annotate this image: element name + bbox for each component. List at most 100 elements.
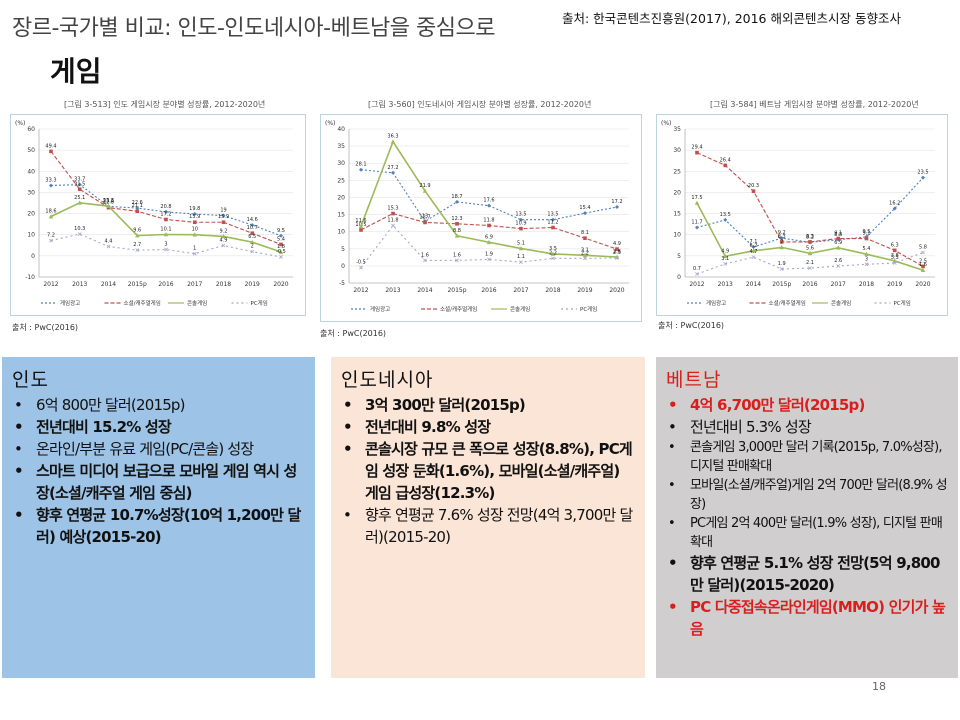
data-label: 1.6 — [421, 252, 429, 258]
data-point — [164, 209, 168, 214]
data-point — [135, 233, 140, 238]
x-tick-label: 2018 — [216, 281, 231, 288]
data-point — [695, 225, 699, 230]
list-item: 전년대비 15.2% 성장 — [12, 416, 305, 438]
data-point — [359, 167, 363, 172]
data-label: 11.6 — [355, 218, 366, 224]
data-point — [77, 182, 82, 187]
data-point — [455, 199, 459, 204]
data-label: 11.8 — [387, 218, 398, 224]
data-label: 8.1 — [581, 230, 589, 236]
y-tick-label: -10 — [25, 274, 35, 281]
data-point — [486, 239, 492, 245]
y-tick-label: 5 — [677, 253, 681, 260]
x-tick-label: 2017 — [187, 281, 202, 288]
data-point — [359, 228, 363, 232]
panel-title: 베트남 — [666, 369, 722, 391]
data-point — [892, 261, 897, 265]
data-point — [615, 256, 619, 260]
x-tick-label: 2019 — [887, 281, 902, 288]
data-label: 3.5 — [549, 246, 557, 252]
data-label: 17.2 — [611, 199, 622, 205]
legend-label: 콘솔게임 — [187, 299, 207, 307]
figure-source: 출처 : PwC(2016) — [658, 321, 725, 330]
data-label: 18.7 — [451, 194, 462, 200]
data-point — [808, 266, 812, 271]
data-point — [751, 189, 756, 193]
list-item: 4억 6,700만 달러(2015p) — [666, 394, 948, 416]
data-point — [921, 264, 925, 269]
data-point — [391, 170, 395, 175]
data-label: 1.9 — [778, 261, 786, 267]
data-label: 2.7 — [133, 242, 141, 248]
figure-source: 출처 : PwC(2016) — [320, 329, 387, 338]
y-tick-label: 20 — [27, 211, 35, 218]
panel-indonesia: 인도네시아 3억 300만 달러(2015p) 전년대비 9.8% 성장 콘솔시… — [331, 357, 645, 678]
x-tick-label: 2016 — [802, 281, 817, 288]
data-label: 19 — [220, 208, 226, 214]
data-point — [694, 200, 700, 205]
data-label: 4.9 — [220, 237, 228, 243]
data-label: 9.2 — [220, 228, 228, 234]
data-point — [358, 223, 364, 228]
y-tick-label: 30 — [27, 189, 35, 196]
data-point — [391, 211, 395, 216]
data-label: 12.3 — [451, 216, 462, 222]
data-label: 19.8 — [189, 206, 200, 212]
data-label: 23.5 — [103, 198, 114, 204]
data-label: 31.5 — [74, 181, 85, 187]
chart-frame: (%) -10 0 10 20 30 40 50 60 2012 2013 2014 2015p 2016… — [10, 114, 306, 316]
data-point — [422, 188, 428, 193]
data-point — [250, 231, 255, 236]
figure-caption: [그림 3-584] 베트남 게임시장 분야별 성장률, 2012-2020년 — [710, 100, 919, 109]
legend-label: 소셜/캐주얼게임 — [769, 299, 806, 307]
y-tick-label: 60 — [27, 126, 35, 133]
data-point — [454, 233, 460, 238]
data-point — [455, 258, 459, 263]
x-tick-label: 2013 — [718, 281, 733, 288]
data-point — [359, 265, 363, 270]
x-tick-label: 2020 — [273, 281, 288, 288]
data-point — [278, 249, 284, 254]
data-label: 16.2 — [889, 200, 900, 206]
data-label: 9.2 — [778, 230, 786, 236]
data-point — [49, 183, 53, 188]
data-label: 6.5 — [248, 234, 256, 240]
legend-label: 콘솔게임 — [510, 305, 530, 313]
data-point — [135, 248, 140, 253]
data-point — [106, 244, 111, 249]
x-tick-label: 2016 — [481, 287, 496, 294]
series-line — [696, 152, 924, 267]
data-label: 4.9 — [721, 248, 729, 254]
data-label: 14.6 — [247, 217, 258, 223]
data-point — [135, 206, 140, 211]
data-label: 3.1 — [721, 256, 729, 262]
data-point — [49, 149, 53, 154]
legend-label: PC게임 — [894, 299, 911, 307]
data-point — [836, 245, 841, 250]
data-point — [583, 211, 587, 216]
data-point — [836, 236, 841, 241]
y-tick-label: 50 — [27, 147, 35, 154]
data-label: 8.3 — [778, 234, 786, 240]
data-point — [519, 226, 523, 231]
data-point — [583, 236, 587, 240]
data-point — [550, 251, 556, 256]
page-number: 18 — [872, 680, 886, 693]
data-label: 25.1 — [74, 195, 85, 201]
data-label: 3.1 — [581, 247, 589, 253]
data-label: 10.1 — [160, 227, 171, 233]
data-label: 9.5 — [277, 228, 285, 234]
x-tick-label: 2018 — [545, 287, 560, 294]
list-item: 전년대비 5.3% 성장 — [666, 416, 948, 438]
bullet-list: 4억 6,700만 달러(2015p) 전년대비 5.3% 성장 콘솔게임 3,… — [666, 394, 948, 640]
data-point — [518, 246, 524, 251]
data-label: 4.4 — [105, 239, 113, 245]
y-unit-label: (%) — [325, 120, 335, 127]
data-point — [192, 251, 197, 256]
data-label: 17.2 — [160, 211, 171, 217]
legend-label: 게임광고 — [706, 299, 726, 307]
data-point — [807, 250, 813, 256]
list-item: 콘솔시장 규모 큰 폭으로 성장(8.8%), PC게임 성장 둔화(1.6%)… — [341, 438, 635, 504]
list-item: PC 다중접속온라인게임(MMO) 인기가 높음 — [666, 596, 948, 640]
